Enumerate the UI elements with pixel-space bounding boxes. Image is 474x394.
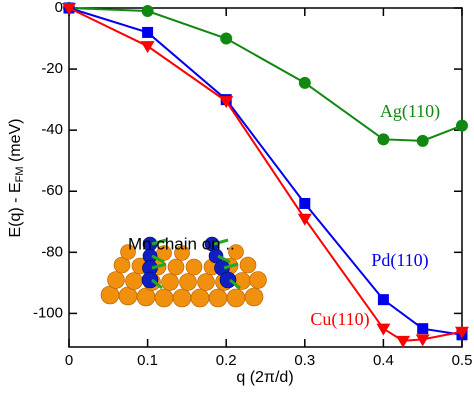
- x-tick-label: 0.1: [137, 352, 158, 369]
- marker: [417, 323, 429, 335]
- annotation: Mn chain on ..: [128, 234, 235, 253]
- y-tick-label: -100: [33, 304, 63, 321]
- y-tick-label: -40: [41, 121, 63, 138]
- marker: [455, 326, 469, 339]
- marker: [297, 213, 312, 226]
- marker: [416, 134, 429, 147]
- marker: [219, 96, 234, 109]
- marker: [62, 3, 76, 15]
- y-axis-label-unit: (meV): [7, 118, 24, 166]
- marker: [298, 76, 311, 89]
- marker: [377, 294, 389, 306]
- marker: [220, 32, 233, 45]
- marker: [396, 335, 411, 348]
- series-label: Cu(110): [310, 309, 369, 330]
- y-tick-label: -60: [41, 182, 63, 199]
- x-tick-label: 0: [65, 352, 73, 369]
- x-axis-label: q (2π/d): [236, 369, 293, 386]
- series-label: Pd(110): [371, 250, 428, 271]
- series-label: Ag(110): [380, 101, 440, 122]
- y-tick-label: 0: [55, 0, 63, 16]
- x-tick-label: 0.5: [452, 352, 473, 369]
- x-tick-label: 0.2: [216, 352, 237, 369]
- inset-image: [100, 236, 267, 308]
- marker: [142, 26, 154, 38]
- marker: [376, 323, 391, 336]
- y-axis-label-sub: FM: [14, 166, 26, 182]
- marker: [377, 133, 390, 146]
- plot-frame: [68, 7, 463, 348]
- y-tick-label: -20: [41, 60, 63, 77]
- marker: [456, 119, 468, 132]
- x-tick-label: 0.3: [294, 352, 315, 369]
- y-tick-label: -80: [41, 243, 63, 260]
- marker: [299, 197, 311, 209]
- marker: [141, 5, 154, 18]
- marker: [140, 41, 155, 54]
- y-axis-label: E(q) - EFM (meV): [7, 118, 26, 237]
- marker: [415, 334, 430, 347]
- y-axis-label-main: E(q) - E: [7, 182, 24, 237]
- x-tick-label: 0.4: [373, 352, 394, 369]
